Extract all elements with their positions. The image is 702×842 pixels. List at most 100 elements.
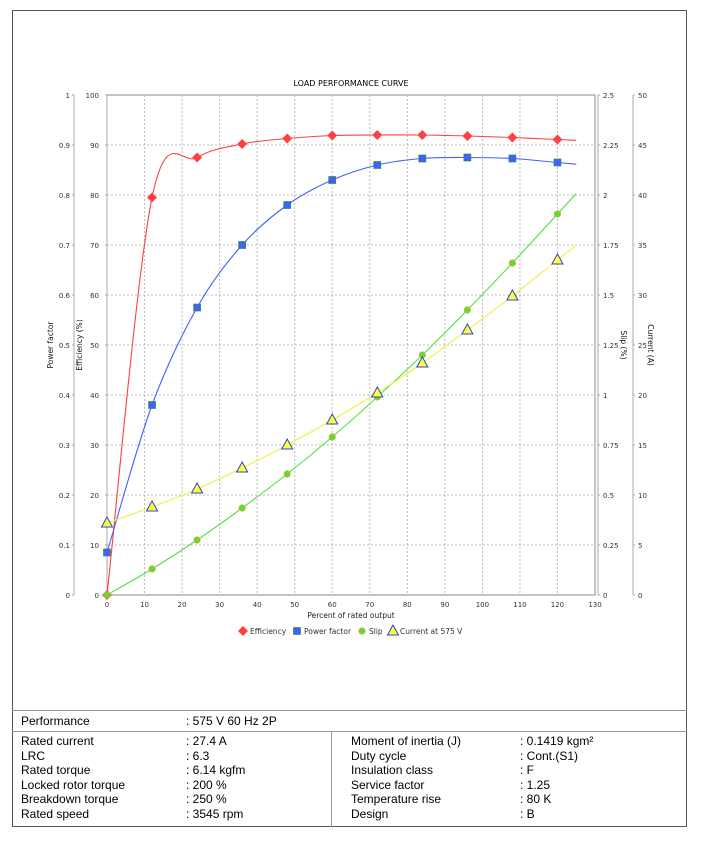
efficiency-axis-tick-label: 0 [95,592,99,600]
x-tick-label: 130 [588,601,601,609]
power-factor-axis-tick-label: 0.5 [59,342,70,350]
data-point-power-factor [193,303,201,312]
data-point-power-factor [463,153,472,162]
current-axis-tick-label: 40 [638,192,647,200]
power-factor-axis-tick-label: 0.6 [59,292,71,300]
data-point-efficiency [327,130,338,141]
legend-power-factor-marker [293,627,301,635]
spec-row: Rated speed: 3545 rpm Design: B [12,807,687,822]
current-axis-tick-label: 35 [638,242,647,250]
power-factor-axis-tick-label: 0.3 [59,442,70,450]
spec-label: Rated torque [21,763,91,777]
legend-power-factor-label: Power factor [304,627,352,636]
data-point-power-factor [103,548,111,557]
spec-label: Locked rotor torque [21,777,126,792]
data-point-power-factor [553,158,562,167]
spec-label: Insulation class [351,763,434,777]
performance-label: Performance [21,714,90,728]
current-axis-label: Current (A) [646,324,655,366]
data-point-slip [148,565,156,573]
efficiency-axis-tick-label: 50 [90,342,99,350]
data-point-current-at-575-v [100,515,114,528]
efficiency-axis-tick-label: 60 [90,292,99,300]
spec-label: Moment of inertia (J) [351,734,462,748]
current-axis-tick-label: 50 [638,92,647,100]
data-point-current-at-575-v [325,412,339,425]
spec-label: Service factor [351,777,425,792]
spec-value: : 27.4 A [186,734,227,748]
power-factor-axis-tick-label: 0.2 [59,492,70,500]
current-axis-tick-label: 10 [638,492,647,500]
current-axis-tick-label: 15 [638,442,647,450]
data-point-power-factor [508,154,517,163]
data-point-efficiency [417,130,428,140]
power-factor-axis-tick-label: 1 [66,92,70,100]
slip-axis-tick-label: 0.75 [603,442,619,450]
data-point-current-at-575-v [370,385,384,398]
power-factor-axis-tick-label: 0.7 [59,242,70,250]
data-point-slip [463,306,471,314]
data-point-power-factor [328,176,337,184]
spec-value: : 3545 rpm [186,806,244,821]
spec-label: Rated current [21,734,94,748]
power-factor-axis-tick-label: 0.8 [59,192,70,200]
data-point-efficiency [552,134,563,145]
data-point-efficiency [282,133,293,144]
spec-value: : 200 % [186,777,227,792]
data-point-slip [283,470,291,478]
power-factor-axis-tick-label: 0.9 [59,142,70,150]
power-factor-axis-tick-label: 0 [66,592,70,600]
slip-axis-tick-label: 2.5 [603,92,614,100]
spec-label: LRC [21,748,46,763]
performance-row: Performance : 575 V 60 Hz 2P [12,710,687,732]
x-tick-label: 70 [365,601,374,609]
x-tick-label: 20 [178,601,187,609]
data-point-efficiency [507,132,518,143]
data-point-efficiency [237,139,248,149]
legend-current-label: Current at 575 V [400,627,463,636]
efficiency-axis-tick-label: 80 [90,192,99,200]
spec-row: Locked rotor torque : 200 % Service factor… [12,778,687,793]
data-point-power-factor [373,161,382,169]
spec-value: : F [520,763,534,777]
slip-axis-tick-label: 2.25 [603,142,619,150]
data-point-power-factor [283,201,292,209]
data-point-power-factor [148,401,156,409]
x-tick-label: 90 [440,601,449,609]
current-axis-tick-label: 5 [638,542,642,550]
x-tick-label: 30 [215,601,224,609]
spec-label: Temperature rise [351,792,442,806]
current-axis-tick-label: 30 [638,292,647,300]
slip-axis-tick-label: 0.5 [603,492,614,500]
report-frame [12,10,687,827]
slip-axis-tick-label: 0 [603,592,607,600]
data-point-current-at-575-v [190,481,204,494]
x-tick-label: 100 [476,601,489,609]
slip-axis-tick-label: 1 [603,392,607,400]
legend-slip-label: Slip [369,627,383,636]
data-point-current-at-575-v [145,499,159,512]
x-tick-label: 0 [105,601,109,609]
data-point-current-at-575-v [235,460,249,473]
slip-axis-tick-label: 2 [603,192,607,200]
efficiency-axis-label: Efficiency (%) [75,319,84,371]
data-point-current-at-575-v [506,288,519,301]
efficiency-axis-tick-label: 20 [90,492,99,500]
power-factor-axis-tick-label: 0.1 [59,542,70,550]
spec-value: : 6.14 kgfm [186,763,246,777]
x-tick-label: 120 [551,601,564,609]
slip-axis-tick-label: 1.5 [603,292,614,300]
legend-efficiency-marker [238,626,248,636]
x-tick-label: 110 [513,601,526,609]
spec-value: : 0.1419 kgm² [520,734,594,748]
spec-label: Duty cycle [351,748,407,763]
data-point-efficiency [147,192,158,203]
efficiency-axis-tick-label: 40 [90,392,99,400]
spec-label: Breakdown torque [21,792,119,806]
efficiency-axis-tick-label: 90 [90,142,99,150]
data-point-current-at-575-v [415,355,429,368]
data-point-slip [238,504,246,512]
specs-table: Rated current : 27.4 A Moment of inertia (… [12,731,687,827]
current-axis-tick-label: 25 [638,342,647,350]
data-point-efficiency [192,152,203,163]
